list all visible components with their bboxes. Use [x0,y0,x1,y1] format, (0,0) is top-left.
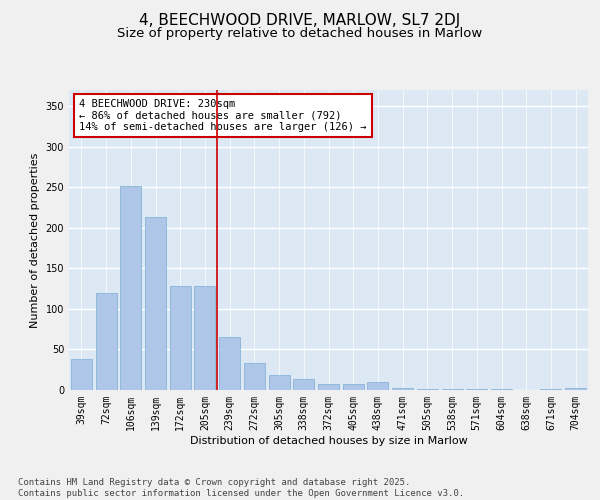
Bar [71,359,92,390]
Text: Contains HM Land Registry data © Crown copyright and database right 2025.
Contai: Contains HM Land Registry data © Crown c… [18,478,464,498]
Bar [120,186,141,390]
Bar [145,218,166,390]
Bar [343,384,364,390]
Text: 4, BEECHWOOD DRIVE, MARLOW, SL7 2DJ: 4, BEECHWOOD DRIVE, MARLOW, SL7 2DJ [139,12,461,28]
X-axis label: Distribution of detached houses by size in Marlow: Distribution of detached houses by size … [190,436,467,446]
Bar [219,338,240,390]
Text: 4 BEECHWOOD DRIVE: 230sqm
← 86% of detached houses are smaller (792)
14% of semi: 4 BEECHWOOD DRIVE: 230sqm ← 86% of detac… [79,99,367,132]
Bar [269,374,290,390]
Bar [541,389,562,390]
Bar [442,389,463,390]
Text: Size of property relative to detached houses in Marlow: Size of property relative to detached ho… [118,28,482,40]
Bar [491,389,512,390]
Bar [392,388,413,390]
Bar [95,292,116,390]
Bar [367,382,388,390]
Bar [194,286,215,390]
Bar [466,389,487,390]
Bar [417,389,438,390]
Bar [318,384,339,390]
Y-axis label: Number of detached properties: Number of detached properties [30,152,40,328]
Bar [565,388,586,390]
Bar [244,363,265,390]
Bar [293,378,314,390]
Bar [170,286,191,390]
